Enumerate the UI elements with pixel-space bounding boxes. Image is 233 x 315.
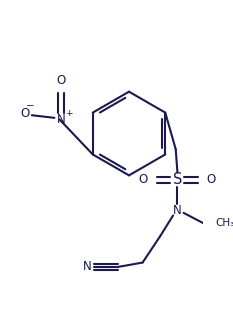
- Text: O: O: [139, 173, 148, 186]
- Text: O: O: [207, 173, 216, 186]
- Text: N: N: [173, 204, 182, 217]
- Text: O: O: [20, 107, 29, 120]
- Text: +: +: [65, 109, 72, 118]
- Text: −: −: [26, 100, 34, 111]
- Text: S: S: [173, 172, 182, 187]
- Text: N: N: [57, 113, 66, 126]
- Text: CH₃: CH₃: [216, 218, 233, 228]
- Text: O: O: [57, 74, 66, 87]
- Text: N: N: [83, 261, 92, 273]
